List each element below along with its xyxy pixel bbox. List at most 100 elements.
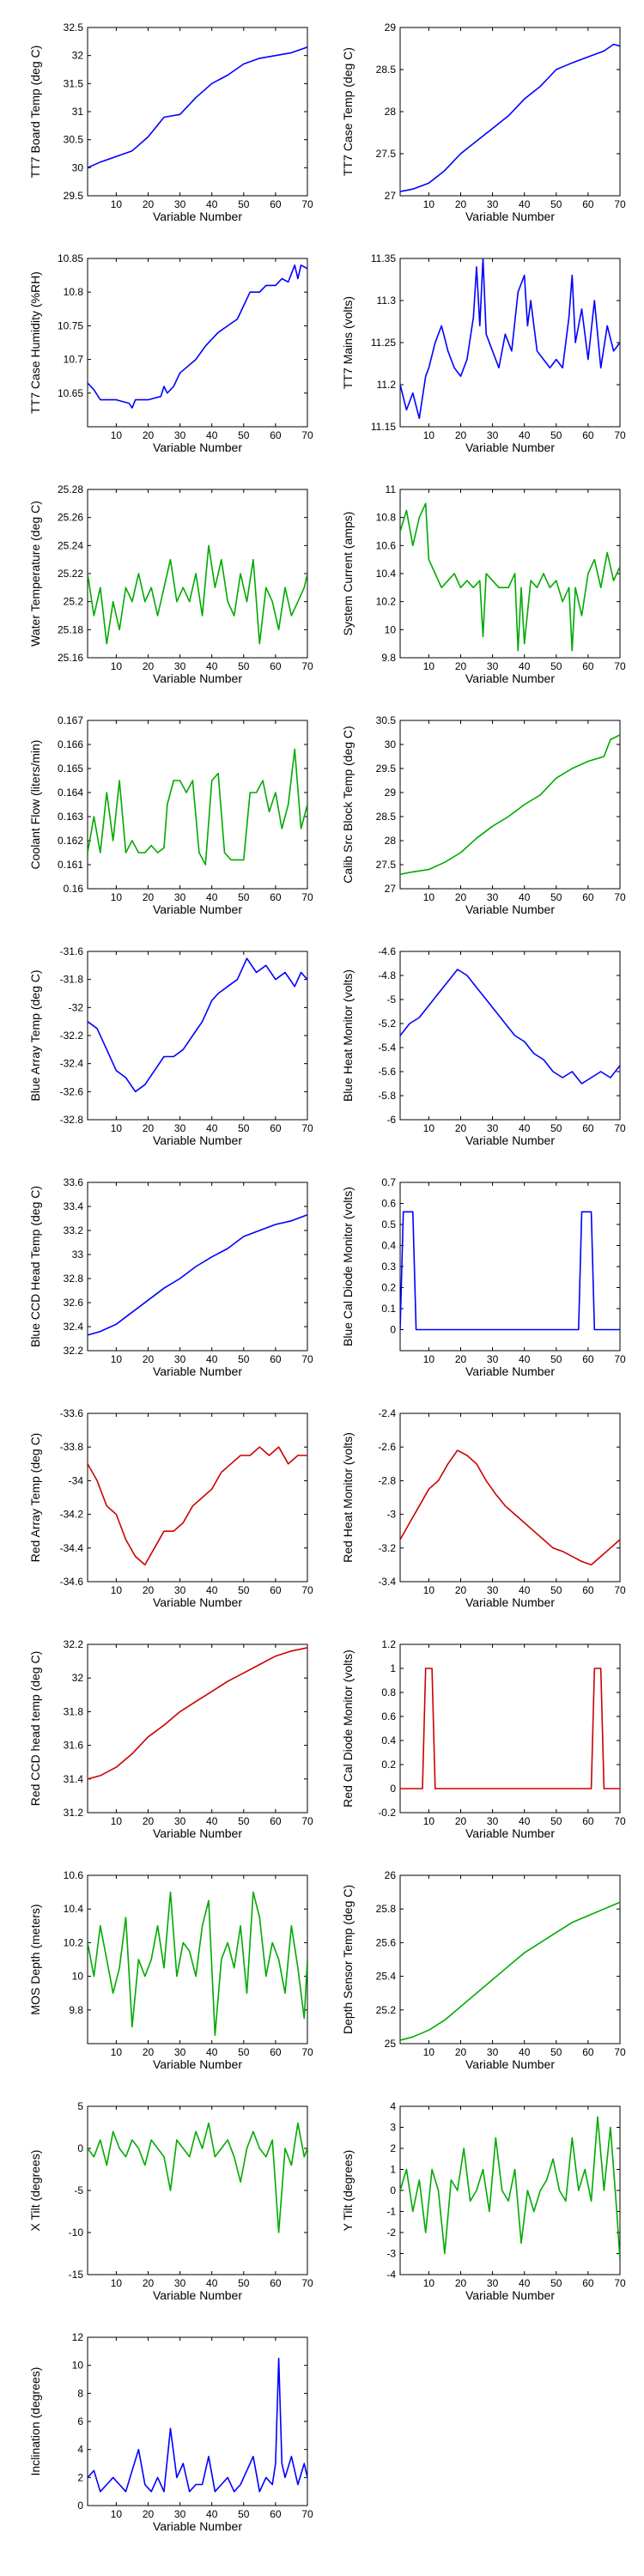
x-tick-label: 70	[614, 1122, 626, 1134]
y-axis-label: Red Array Temp (deg C)	[28, 1433, 42, 1563]
x-tick-label: 30	[487, 660, 499, 672]
x-axis-label: Variable Number	[153, 2057, 242, 2071]
y-tick-label: -3	[386, 1509, 396, 1521]
y-axis-label: Blue Array Temp (deg C)	[28, 969, 42, 1101]
y-tick-label: 12	[72, 2331, 84, 2343]
y-tick-label: 31.6	[64, 1740, 84, 1752]
y-tick-label: 0	[77, 2500, 83, 2512]
x-tick-label: 50	[550, 198, 562, 210]
y-axis-label: Calib Src Block Temp (deg C)	[341, 726, 355, 883]
y-axis-label: Blue Heat Monitor (volts)	[341, 969, 355, 1102]
y-tick-label: 30.5	[376, 714, 397, 726]
y-tick-label: -34.4	[60, 1542, 84, 1554]
y-tick-label: 25.2	[64, 596, 84, 608]
y-axis-label: TT7 Mains (volts)	[341, 296, 355, 389]
x-tick-label: 70	[614, 1584, 626, 1596]
y-tick-label: 0.166	[58, 738, 83, 750]
y-tick-label: -2	[386, 2227, 396, 2239]
y-tick-label: 10.85	[58, 252, 83, 264]
plot-frame	[87, 1182, 308, 1352]
y-tick-label: 11.15	[371, 421, 396, 433]
x-axis-label: Variable Number	[465, 671, 555, 685]
x-tick-label: 50	[238, 1815, 250, 1827]
series-line	[88, 264, 307, 409]
y-tick-label: 0.164	[58, 787, 83, 799]
y-tick-label: -15	[69, 2269, 84, 2281]
chart-19: 10 20 30 40 50 60 70 -15 -10 -5 0 5 Variable Number X…	[28, 2100, 313, 2302]
x-tick-label: 60	[582, 1353, 594, 1365]
y-tick-label: -10	[69, 2227, 84, 2239]
y-tick-label: 0.2	[381, 1759, 396, 1771]
y-tick-label: 29	[385, 21, 397, 33]
x-tick-label: 40	[519, 2046, 531, 2058]
x-tick-label: 60	[270, 1353, 282, 1365]
x-axis-label: Variable Number	[465, 1595, 555, 1609]
y-axis-label: MOS Depth (meters)	[28, 1904, 42, 2014]
x-tick-label: 50	[238, 198, 250, 210]
series-line	[88, 544, 307, 645]
series-line	[400, 1901, 620, 2041]
series-line	[88, 1647, 307, 1780]
x-tick-label: 70	[614, 1815, 626, 1827]
series-line	[400, 258, 620, 420]
x-tick-label: 20	[455, 2277, 467, 2289]
y-tick-label: 27.5	[376, 148, 397, 160]
x-tick-label: 20	[143, 1815, 155, 1827]
y-tick-label: -32.6	[60, 1085, 84, 1097]
y-tick-label: 25.8	[376, 1903, 397, 1915]
x-tick-label: 40	[519, 2277, 531, 2289]
x-tick-label: 30	[174, 198, 186, 210]
x-tick-label: 50	[238, 1584, 250, 1596]
y-tick-label: 1	[390, 2164, 396, 2176]
y-tick-label: 10.8	[376, 512, 397, 524]
series-line	[400, 1449, 620, 1566]
y-tick-label: -33.6	[60, 1407, 84, 1419]
x-tick-label: 40	[519, 1815, 531, 1827]
x-axis-label: Variable Number	[153, 440, 242, 454]
x-axis-label: Variable Number	[153, 1826, 242, 1840]
x-tick-label: 30	[174, 891, 186, 903]
x-tick-label: 10	[111, 1584, 123, 1596]
x-tick-label: 70	[301, 1122, 313, 1134]
y-tick-label: 10	[72, 1971, 84, 1983]
y-axis-label: Water Temperature (deg C)	[28, 501, 42, 647]
x-tick-label: 40	[519, 1122, 531, 1134]
chart-21: 10 20 30 40 50 60 70 0 2 4 6 8 10 12 Variable Number In…	[28, 2331, 313, 2533]
chart-3: 10 20 30 40 50 60 70 10.65 10.7 10.75 10.8 10.85 Var…	[28, 252, 313, 454]
y-tick-label: 11.35	[371, 252, 396, 264]
y-tick-label: 11	[386, 483, 397, 495]
x-tick-label: 10	[423, 1584, 435, 1596]
x-tick-label: 40	[519, 660, 531, 672]
y-tick-label: 10	[72, 2360, 84, 2372]
y-axis-label: System Current (amps)	[341, 512, 355, 636]
x-tick-label: 30	[174, 1815, 186, 1827]
y-tick-label: -5	[386, 993, 396, 1005]
x-tick-label: 30	[487, 891, 499, 903]
x-tick-label: 40	[206, 1122, 218, 1134]
y-tick-label: 10	[385, 623, 397, 635]
y-tick-label: -3	[386, 2248, 396, 2260]
x-tick-label: 30	[487, 1353, 499, 1365]
y-tick-label: -34	[69, 1474, 84, 1486]
y-tick-label: 32.8	[64, 1273, 84, 1285]
x-tick-label: 40	[206, 198, 218, 210]
x-tick-label: 10	[111, 198, 123, 210]
y-tick-label: 0.8	[381, 1686, 396, 1698]
x-tick-label: 70	[614, 660, 626, 672]
x-tick-label: 20	[455, 660, 467, 672]
x-tick-label: 50	[550, 1122, 562, 1134]
y-tick-label: 9.8	[69, 2004, 83, 2016]
y-tick-label: 11.25	[371, 337, 396, 349]
x-tick-label: 10	[111, 660, 123, 672]
y-tick-label: -6	[386, 1114, 396, 1126]
y-tick-label: -31.6	[60, 945, 84, 957]
y-tick-label: 25.24	[58, 539, 83, 551]
y-tick-label: 31.5	[64, 77, 84, 89]
x-tick-label: 60	[270, 1122, 282, 1134]
x-axis-label: Variable Number	[465, 210, 555, 223]
x-tick-label: 60	[582, 1122, 594, 1134]
plot-frame	[87, 2105, 308, 2275]
x-tick-label: 40	[206, 429, 218, 441]
x-axis-label: Variable Number	[465, 1826, 555, 1840]
